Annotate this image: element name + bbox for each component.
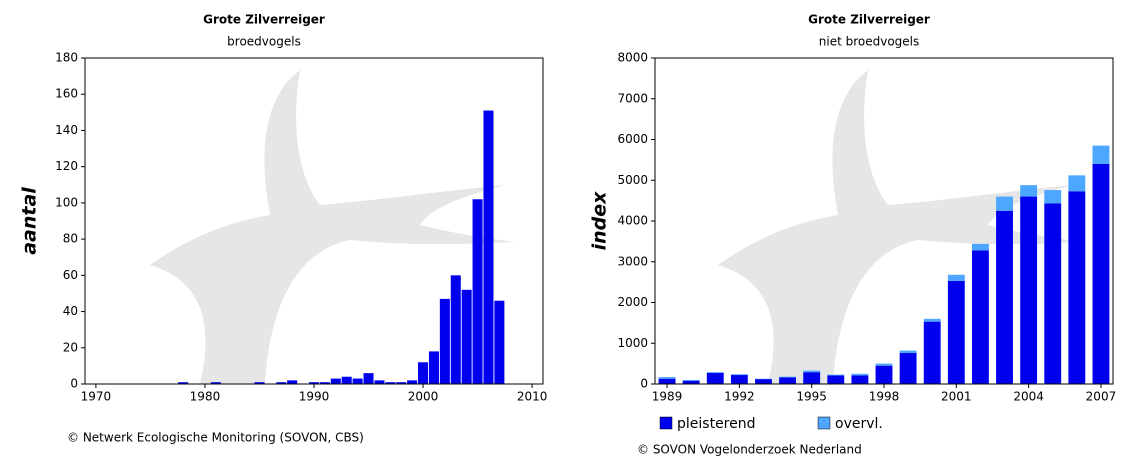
bar <box>418 362 428 384</box>
bar-segment <box>779 377 796 384</box>
y-tick-label: 140 <box>55 123 78 137</box>
bar-segment <box>876 366 893 384</box>
bar <box>440 299 450 384</box>
y-tick-label: 6000 <box>617 132 648 146</box>
bar-segment <box>659 377 676 379</box>
bar <box>287 380 297 384</box>
y-tick-label: 80 <box>63 232 78 246</box>
bar-segment <box>924 322 941 384</box>
bar-segment <box>1093 164 1110 384</box>
bar <box>353 379 363 384</box>
y-tick-label: 8000 <box>617 51 648 65</box>
chart-subtitle: niet broedvogels <box>819 35 920 49</box>
y-axis-label: aantal <box>19 187 41 255</box>
legend-label: overvl. <box>835 416 883 432</box>
bar-segment <box>972 244 989 251</box>
bar-segment <box>1044 190 1061 203</box>
bar-segment <box>707 373 724 384</box>
bar <box>342 377 352 384</box>
bar-segment <box>779 377 796 378</box>
y-axis-label: index <box>589 191 611 251</box>
bar-segment <box>900 353 917 384</box>
x-tick-label: 2007 <box>1086 390 1117 404</box>
y-tick-label: 0 <box>70 377 78 391</box>
y-tick-label: 20 <box>63 340 78 354</box>
x-tick-label: 2001 <box>941 390 972 404</box>
bar <box>473 199 483 384</box>
x-tick-label: 1990 <box>299 390 330 404</box>
bar <box>494 301 504 384</box>
bar-segment <box>1020 197 1037 384</box>
bar-segment <box>731 375 748 384</box>
y-tick-label: 160 <box>55 87 78 101</box>
legend-label: pleisterend <box>677 416 756 432</box>
bar-segment <box>972 250 989 384</box>
legend-swatch <box>818 417 830 429</box>
bar-segment <box>900 351 917 353</box>
y-tick-label: 60 <box>63 268 78 282</box>
x-tick-label: 1992 <box>724 390 755 404</box>
chart-title: Grote Zilverreiger <box>808 13 930 27</box>
y-tick-label: 120 <box>55 159 78 173</box>
chart-subtitle: broedvogels <box>227 35 301 49</box>
bar-segment <box>948 275 965 281</box>
bar-segment <box>827 375 844 384</box>
bar-segment <box>683 380 700 381</box>
bar-segment <box>1020 185 1037 196</box>
y-tick-label: 100 <box>55 195 78 209</box>
x-tick-label: 1995 <box>796 390 827 404</box>
bar-segment <box>851 374 868 376</box>
x-tick-label: 2004 <box>1013 390 1044 404</box>
bar <box>462 290 472 384</box>
bar-segment <box>876 364 893 366</box>
y-tick-label: 4000 <box>617 214 648 228</box>
bar-segment <box>948 281 965 384</box>
y-tick-label: 7000 <box>617 91 648 105</box>
y-tick-label: 5000 <box>617 173 648 187</box>
bar-segment <box>707 372 724 373</box>
bar-segment <box>755 379 772 384</box>
x-tick-label: 2010 <box>517 390 548 404</box>
footer: © Netwerk Ecologische Monitoring (SOVON,… <box>67 431 364 445</box>
bar <box>331 379 341 384</box>
bar <box>429 351 439 384</box>
bar-segment <box>851 375 868 384</box>
bar-segment <box>731 374 748 375</box>
y-tick-label: 40 <box>63 304 78 318</box>
chart-title: Grote Zilverreiger <box>203 13 325 27</box>
bar-segment <box>1044 203 1061 384</box>
y-tick-label: 0 <box>640 377 648 391</box>
bar <box>374 380 384 384</box>
bar-segment <box>803 371 820 373</box>
x-tick-label: 1970 <box>81 390 112 404</box>
bar-segment <box>827 375 844 376</box>
x-tick-label: 1980 <box>190 390 221 404</box>
bar-segment <box>996 197 1013 211</box>
x-tick-label: 2000 <box>408 390 439 404</box>
y-tick-label: 3000 <box>617 254 648 268</box>
x-tick-label: 1989 <box>652 390 683 404</box>
bar-segment <box>1068 191 1085 384</box>
x-tick-label: 1998 <box>869 390 900 404</box>
y-tick-label: 2000 <box>617 295 648 309</box>
bar <box>483 111 493 384</box>
bar-segment <box>924 319 941 322</box>
y-tick-label: 1000 <box>617 336 648 350</box>
bar <box>451 275 461 384</box>
bar-segment <box>803 372 820 384</box>
bar-segment <box>1093 146 1110 164</box>
bar <box>407 380 417 384</box>
bar-segment <box>996 211 1013 384</box>
legend-swatch <box>660 417 672 429</box>
y-tick-label: 180 <box>55 51 78 65</box>
bar-segment <box>1068 175 1085 191</box>
bar-segment <box>659 379 676 384</box>
bar <box>364 373 374 384</box>
footer: © SOVON Vogelonderzoek Nederland <box>637 443 862 457</box>
